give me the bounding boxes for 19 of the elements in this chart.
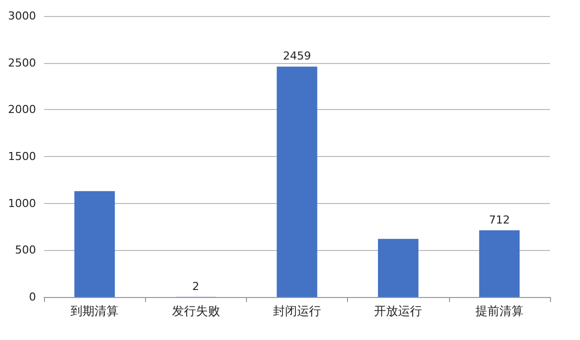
y-tick-label: 500 <box>15 244 36 257</box>
x-tick-label: 到期清算 <box>70 304 119 318</box>
y-tick-label: 0 <box>29 290 36 304</box>
data-label: 2 <box>192 280 200 293</box>
bar <box>74 191 115 297</box>
x-tick-label: 开放运行 <box>374 304 422 318</box>
y-tick-label: 3000 <box>8 10 36 22</box>
x-tick-label: 发行失败 <box>172 304 220 318</box>
bar <box>276 66 318 297</box>
bar <box>479 230 520 297</box>
bar <box>378 238 418 297</box>
data-label: 2459 <box>283 50 311 63</box>
y-tick-label: 1000 <box>8 196 36 210</box>
data-label: 712 <box>488 213 510 226</box>
y-tick-label: 2000 <box>8 103 36 116</box>
y-tick-label: 2500 <box>8 56 36 70</box>
x-tick-label: 提前清算 <box>475 304 524 318</box>
x-tick-label: 封闭运行 <box>273 304 321 318</box>
y-tick-label: 1500 <box>8 150 36 163</box>
